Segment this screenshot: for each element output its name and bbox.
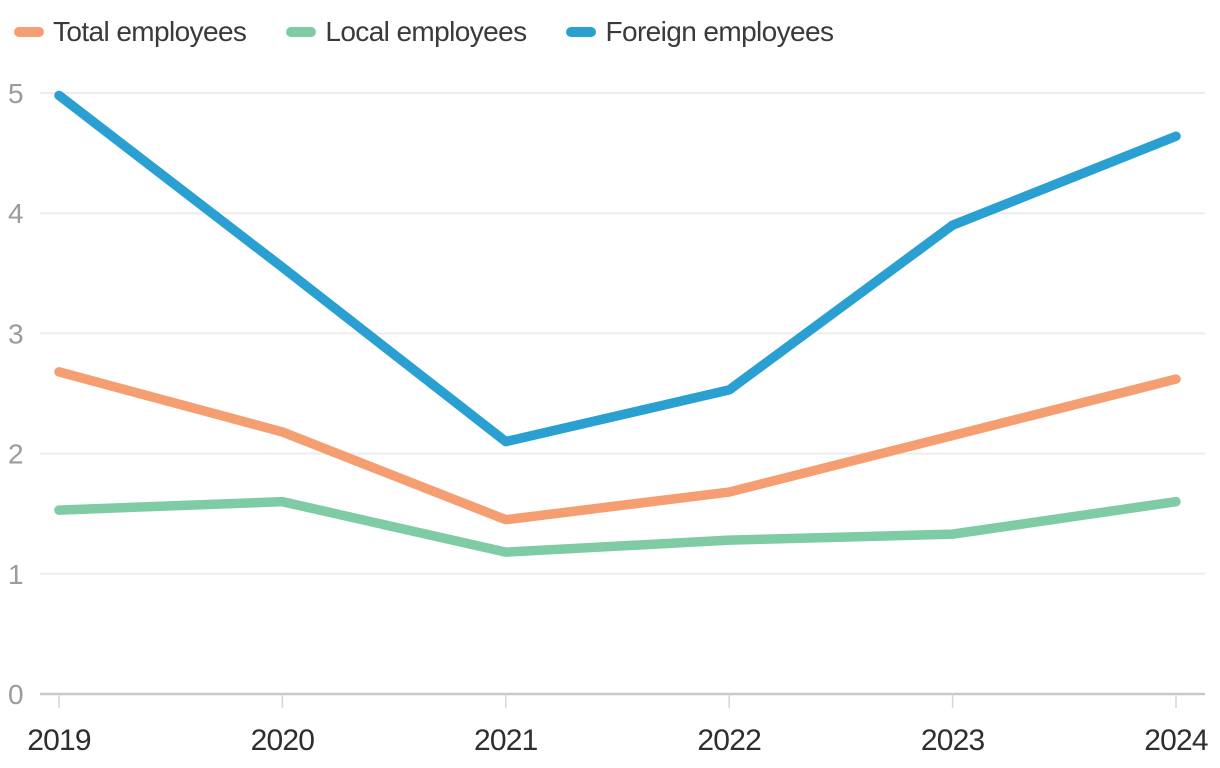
legend-label: Local employees	[325, 16, 527, 47]
y-axis-tick-label: 1	[8, 559, 23, 590]
x-axis-tick-label: 2021	[474, 724, 538, 757]
legend-swatch-icon	[14, 27, 44, 37]
legend-item-total-employees[interactable]: Total employees	[14, 14, 247, 50]
legend-swatch-icon	[566, 27, 597, 37]
series-line-local-employees	[54, 496, 1181, 557]
y-axis-tick-label: 4	[8, 198, 23, 229]
x-axis-tick-label: 2019	[27, 724, 91, 757]
legend-label: Total employees	[53, 16, 247, 47]
y-axis-tick-label: 3	[8, 318, 23, 349]
x-axis-tick-label: 2024	[1144, 724, 1208, 757]
legend-swatch-icon	[286, 27, 317, 37]
legend-item-foreign-employees[interactable]: Foreign employees	[566, 14, 834, 50]
x-axis-tick-label: 2023	[921, 724, 985, 757]
y-axis-tick-label: 0	[8, 679, 23, 710]
legend-item-local-employees[interactable]: Local employees	[286, 14, 527, 50]
y-axis-tick-label: 5	[8, 78, 23, 109]
x-axis-tick-label: 2020	[251, 724, 315, 757]
series-line-foreign-employees	[54, 90, 1181, 447]
legend-label: Foreign employees	[605, 16, 834, 47]
chart-legend: Total employees Local employees Foreign …	[14, 14, 834, 50]
series-line-total-employees	[54, 367, 1181, 525]
x-axis-tick-label: 2022	[697, 724, 761, 757]
y-axis-tick-label: 2	[8, 439, 23, 470]
